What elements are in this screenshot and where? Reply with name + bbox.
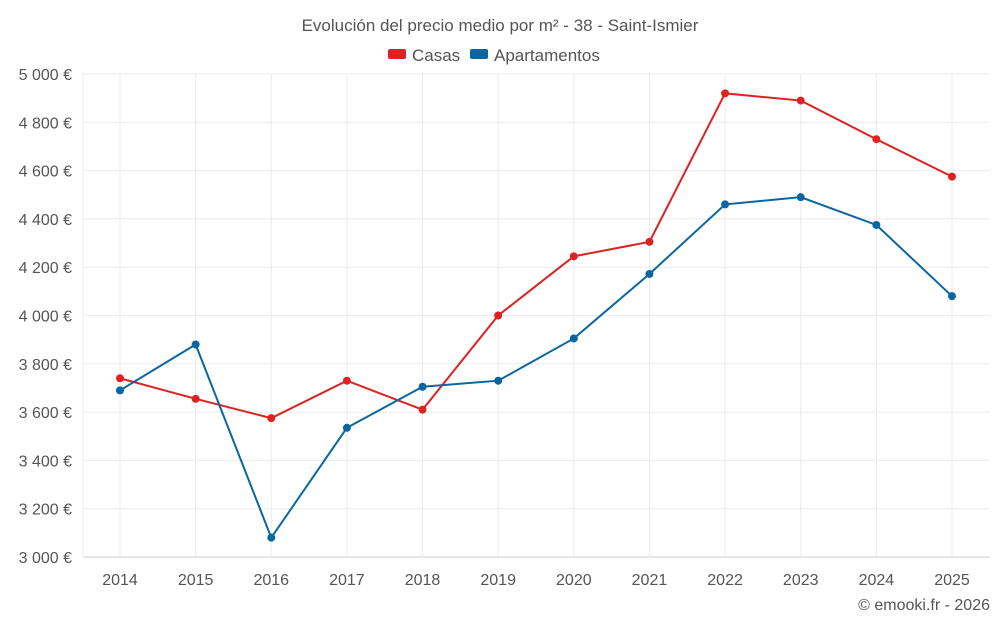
series-apartamentos [116, 193, 956, 542]
x-tick-label: 2016 [253, 572, 289, 589]
y-tick-label: 4 600 € [19, 164, 72, 181]
x-tick-label: 2019 [480, 572, 516, 589]
data-point [494, 376, 503, 385]
x-tick-label: 2023 [783, 572, 819, 589]
x-tick-label: 2024 [859, 572, 895, 589]
x-tick-label: 2015 [178, 572, 214, 589]
y-tick-label: 3 600 € [19, 405, 72, 422]
y-tick-label: 3 000 € [19, 550, 72, 567]
grid [82, 73, 990, 558]
y-tick-label: 3 200 € [19, 502, 72, 519]
data-point [342, 423, 351, 432]
data-point [796, 193, 805, 202]
data-point [418, 405, 427, 414]
x-tick-label: 2020 [556, 572, 592, 589]
y-tick-label: 5 000 € [19, 67, 72, 84]
legend-label: Casas [412, 46, 460, 65]
series-line [119, 92, 953, 420]
series-casas [116, 89, 956, 423]
x-tick-label: 2021 [632, 572, 668, 589]
chart-title: Evolución del precio medio por m² - 38 -… [302, 16, 699, 35]
y-tick-label: 3 800 € [19, 357, 72, 374]
y-tick-label: 4 800 € [19, 115, 72, 132]
data-point [872, 220, 881, 229]
x-tick-label: 2017 [329, 572, 365, 589]
data-point [116, 374, 124, 383]
legend-swatch [470, 49, 488, 59]
data-point [418, 382, 427, 391]
data-point [721, 200, 730, 209]
y-tick-label: 3 400 € [19, 453, 72, 470]
data-point [494, 311, 503, 320]
credit: © emooki.fr - 2026 [858, 597, 990, 614]
y-tick-label: 4 000 € [19, 309, 72, 326]
data-point [342, 376, 351, 385]
data-point [645, 237, 654, 246]
x-tick-label: 2022 [707, 572, 743, 589]
data-point [191, 340, 200, 349]
x-tick-label: 2014 [102, 572, 138, 589]
data-point [645, 269, 654, 278]
axes: 3 000 € 3 200 € 3 400 € 3 600 € 3 800 € 4 000… [19, 67, 970, 589]
data-point [796, 96, 805, 105]
data-point [267, 414, 276, 423]
data-point [872, 135, 881, 144]
series [116, 89, 956, 542]
data-point [948, 172, 956, 181]
legend-label: Apartamentos [494, 46, 600, 65]
data-point [191, 394, 200, 403]
y-tick-label: 4 400 € [19, 212, 72, 229]
y-tick-label: 4 200 € [19, 260, 72, 277]
data-point [267, 533, 276, 542]
data-point [569, 252, 578, 261]
legend: Casas Apartamentos [388, 46, 600, 65]
legend-swatch [388, 49, 406, 59]
data-point [116, 386, 124, 395]
x-tick-label: 2025 [934, 572, 970, 589]
data-point [948, 292, 956, 301]
data-point [721, 89, 730, 98]
x-tick-label: 2018 [405, 572, 441, 589]
series-line [119, 196, 953, 540]
data-point [569, 334, 578, 343]
